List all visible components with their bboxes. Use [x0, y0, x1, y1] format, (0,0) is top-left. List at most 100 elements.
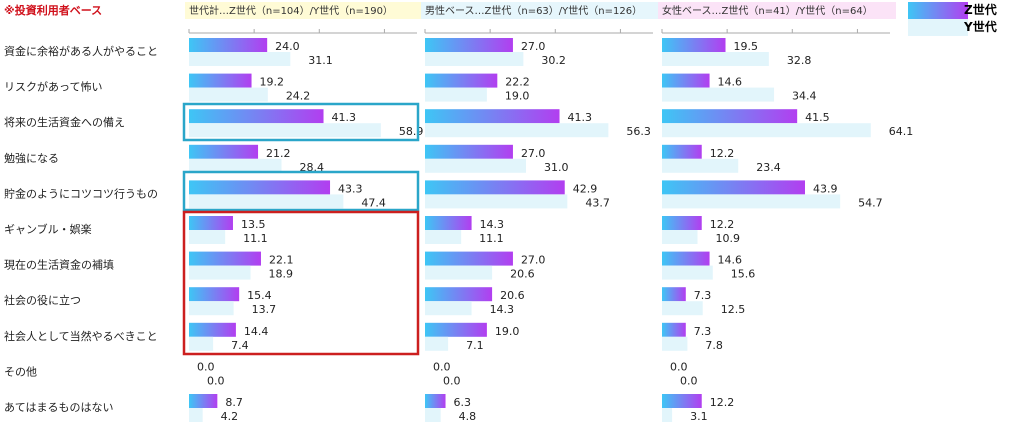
value-label-y: 43.7 — [585, 196, 610, 209]
value-label-y: 4.8 — [459, 410, 477, 423]
bar-y — [662, 52, 769, 66]
category-label: ギャンブル・娯楽 — [4, 222, 92, 236]
bar-y — [425, 52, 524, 66]
value-label-y: 58.9 — [399, 125, 424, 138]
bar-z — [425, 322, 487, 337]
value-label-y: 30.2 — [541, 54, 566, 67]
value-label-y: 19.0 — [505, 90, 530, 103]
bar-z — [189, 180, 331, 195]
bar-y — [425, 230, 462, 244]
value-label-z: 12.2 — [710, 147, 735, 160]
panel-title: 世代計…Z世代（n=104）/Y世代（n=190） — [189, 4, 393, 17]
category-label: 現在の生活資金の補填 — [4, 258, 114, 272]
bar-z — [425, 251, 513, 266]
category-label: 将来の生活資金への備え — [4, 115, 125, 129]
value-label-y: 47.4 — [361, 196, 386, 209]
value-label-y: 18.9 — [269, 268, 294, 281]
value-label-z: 0.0 — [433, 360, 451, 373]
bar-y — [425, 194, 568, 209]
value-label-y: 20.6 — [510, 268, 535, 281]
bar-y — [189, 123, 381, 138]
value-label-z: 19.2 — [260, 76, 285, 89]
value-label-y: 3.1 — [690, 410, 708, 423]
bar-y — [662, 336, 688, 351]
value-label-y: 31.0 — [544, 161, 569, 174]
category-label: リスクがあって怖い — [4, 80, 102, 94]
category-label: あてはまるものはない — [4, 401, 114, 414]
highlight-box-blue — [182, 102, 420, 142]
bar-y — [662, 301, 703, 316]
bar-y — [189, 194, 344, 209]
value-label-y: 31.1 — [308, 54, 333, 67]
bar-y — [662, 158, 739, 173]
base-note: ※投資利用者ベース — [4, 3, 102, 17]
legend-y-label: Y世代 — [963, 19, 997, 34]
value-label-z: 20.6 — [500, 289, 525, 302]
bar-z — [189, 251, 261, 266]
bar-y — [425, 301, 472, 316]
value-label-y: 32.8 — [787, 54, 812, 67]
bar-y — [189, 301, 234, 316]
value-label-y: 64.1 — [889, 125, 914, 138]
bar-z — [662, 38, 726, 52]
value-label-z: 14.6 — [718, 76, 743, 89]
value-label-z: 41.5 — [805, 111, 830, 124]
panel-title-bg — [658, 2, 896, 19]
value-label-z: 22.2 — [505, 76, 530, 89]
value-label-z: 0.0 — [670, 360, 688, 373]
highlight-box-red — [182, 210, 420, 356]
bar-z — [662, 394, 702, 408]
bar-z — [662, 144, 702, 159]
legend-z-swatch — [908, 2, 968, 19]
bar-y — [425, 265, 493, 280]
highlight-box-blue — [182, 170, 420, 212]
value-label-z: 8.7 — [225, 396, 243, 409]
value-label-z: 14.6 — [718, 254, 743, 267]
bar-z — [189, 322, 236, 337]
value-label-z: 42.9 — [573, 182, 598, 195]
value-label-y: 23.4 — [756, 161, 781, 174]
bar-y — [662, 230, 698, 244]
value-label-z: 22.1 — [269, 254, 294, 267]
bar-y — [425, 336, 449, 351]
bar-z — [425, 287, 493, 302]
value-label-z: 24.0 — [275, 40, 300, 53]
value-label-y: 24.2 — [286, 90, 311, 103]
bar-y — [189, 52, 291, 66]
value-label-z: 13.5 — [241, 218, 266, 231]
value-label-y: 11.1 — [243, 232, 268, 245]
panel-title: 女性ベース…Z世代（n=41）/Y世代（n=64） — [662, 4, 873, 17]
value-label-z: 0.0 — [197, 360, 215, 373]
bar-z — [662, 287, 686, 302]
value-label-y: 0.0 — [443, 374, 461, 387]
value-label-y: 4.2 — [221, 410, 239, 423]
bar-z — [662, 109, 798, 124]
value-label-z: 19.5 — [734, 40, 759, 53]
bar-z — [425, 109, 560, 124]
bar-z — [425, 394, 446, 408]
value-label-y: 15.6 — [731, 268, 756, 281]
category-label: 貯金のようにコツコツ行うもの — [4, 186, 158, 200]
bar-z — [189, 144, 259, 159]
bar-z — [662, 322, 686, 337]
value-label-z: 43.3 — [338, 182, 363, 195]
bar-y — [189, 158, 282, 173]
value-label-z: 19.0 — [495, 325, 520, 338]
bar-z — [662, 73, 710, 88]
value-label-y: 13.7 — [252, 303, 277, 316]
legend-y-swatch — [908, 19, 968, 36]
bar-z — [425, 144, 513, 159]
value-label-y: 0.0 — [680, 374, 698, 387]
value-label-y: 56.3 — [626, 125, 651, 138]
bar-y — [189, 87, 268, 102]
value-label-y: 7.1 — [466, 339, 484, 352]
bar-y — [425, 87, 487, 102]
panel-title-bg — [421, 2, 659, 19]
value-label-z: 21.2 — [266, 147, 291, 160]
value-label-y: 7.4 — [231, 339, 249, 352]
bar-y — [189, 336, 214, 351]
bar-z — [189, 38, 268, 52]
bar-y — [662, 87, 775, 102]
bar-z — [425, 180, 565, 195]
